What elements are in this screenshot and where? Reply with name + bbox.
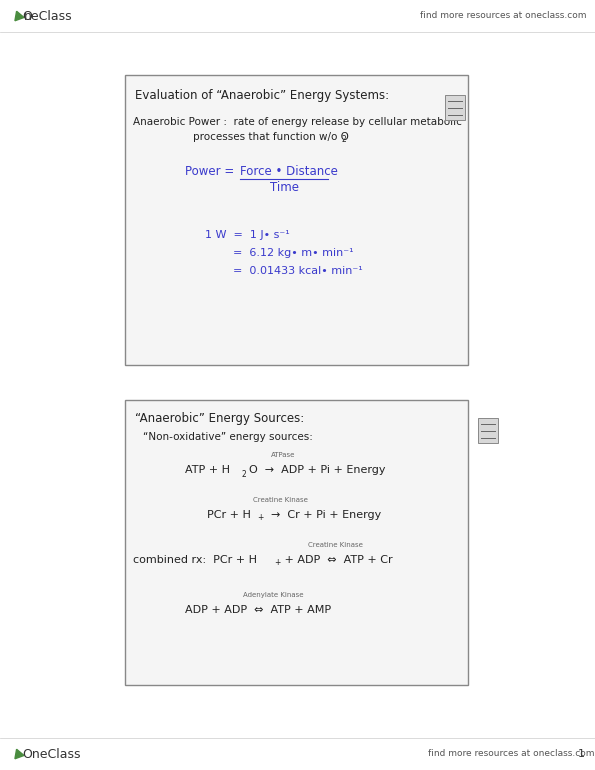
Bar <box>125 75 468 365</box>
Text: Creatine Kinase: Creatine Kinase <box>252 497 308 503</box>
Text: O  →  ADP + Pi + Energy: O → ADP + Pi + Energy <box>249 465 386 475</box>
Text: “Non-oxidative” energy sources:: “Non-oxidative” energy sources: <box>143 432 313 442</box>
Text: Adenylate Kinase: Adenylate Kinase <box>243 592 303 598</box>
Text: OneClass: OneClass <box>22 748 80 761</box>
Text: PCr + H: PCr + H <box>207 510 251 520</box>
Text: =  6.12 kg• m• min⁻¹: = 6.12 kg• m• min⁻¹ <box>233 248 353 258</box>
Bar <box>478 418 498 443</box>
Text: Force • Distance: Force • Distance <box>240 165 338 178</box>
Text: Anaerobic Power :  rate of energy release by cellular metabolic: Anaerobic Power : rate of energy release… <box>133 117 462 127</box>
Text: find more resources at oneclass.com: find more resources at oneclass.com <box>428 749 595 758</box>
Text: ADP + ADP  ⇔  ATP + AMP: ADP + ADP ⇔ ATP + AMP <box>185 605 331 615</box>
Text: +: + <box>274 558 280 567</box>
Text: Time: Time <box>270 181 299 194</box>
Text: 2: 2 <box>341 135 346 144</box>
Text: +: + <box>257 513 264 522</box>
Text: neClass: neClass <box>24 9 73 22</box>
Text: Creatine Kinase: Creatine Kinase <box>308 542 362 548</box>
Text: combined rx:  PCr + H: combined rx: PCr + H <box>133 555 257 565</box>
Text: Power =: Power = <box>185 165 238 178</box>
Bar <box>125 400 468 685</box>
Text: O: O <box>22 9 32 22</box>
Text: =  0.01433 kcal• min⁻¹: = 0.01433 kcal• min⁻¹ <box>233 266 363 276</box>
Text: ATP + H: ATP + H <box>185 465 230 475</box>
Text: find more resources at oneclass.com: find more resources at oneclass.com <box>421 12 587 21</box>
Text: 1 W  =  1 J• s⁻¹: 1 W = 1 J• s⁻¹ <box>205 230 290 240</box>
Bar <box>445 95 465 120</box>
Text: 2: 2 <box>242 470 247 479</box>
Text: Evaluation of “Anaerobic” Energy Systems:: Evaluation of “Anaerobic” Energy Systems… <box>135 89 389 102</box>
Text: 1: 1 <box>578 749 585 759</box>
Text: →  Cr + Pi + Energy: → Cr + Pi + Energy <box>264 510 381 520</box>
Text: ATPase: ATPase <box>271 452 295 458</box>
Text: “Anaerobic” Energy Sources:: “Anaerobic” Energy Sources: <box>135 412 304 425</box>
Text: processes that function w/o O: processes that function w/o O <box>193 132 349 142</box>
Text: + ADP  ⇔  ATP + Cr: + ADP ⇔ ATP + Cr <box>281 555 393 565</box>
